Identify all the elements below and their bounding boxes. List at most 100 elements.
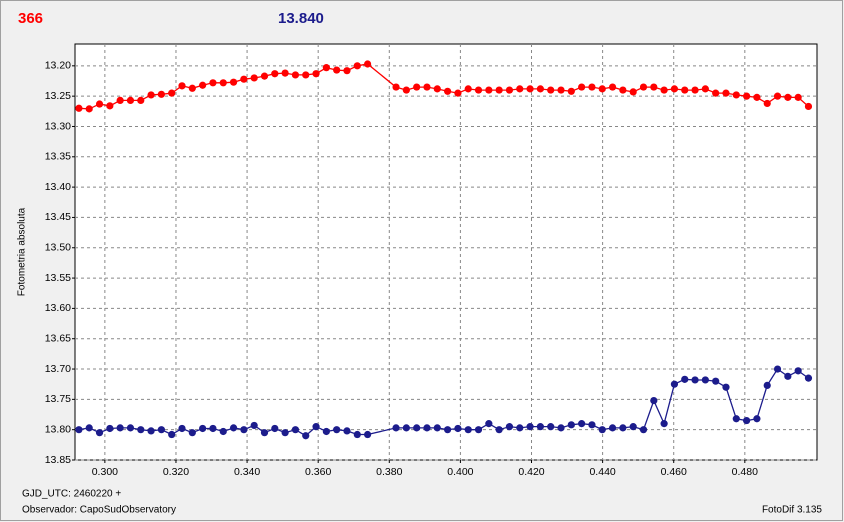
data-point: [536, 423, 544, 431]
data-point: [660, 86, 668, 94]
data-point: [567, 421, 575, 429]
data-point: [598, 426, 606, 434]
data-point: [423, 83, 431, 91]
y-tick-label: 13.75: [45, 393, 71, 405]
data-point: [464, 426, 472, 434]
data-point: [619, 424, 627, 432]
data-point: [106, 102, 114, 110]
data-point: [353, 430, 361, 439]
data-point: [547, 423, 555, 431]
data-point: [75, 426, 83, 434]
y-tick-label: 13.50: [45, 242, 71, 254]
data-point: [126, 96, 135, 104]
data-point: [804, 374, 813, 382]
data-point: [557, 424, 565, 432]
data-point: [260, 72, 269, 80]
data-point: [302, 71, 310, 79]
data-point: [291, 71, 300, 79]
data-point: [188, 84, 196, 92]
data-point: [240, 426, 248, 434]
data-point: [691, 376, 699, 384]
data-point: [701, 85, 709, 93]
data-point: [743, 416, 751, 425]
data-point: [271, 424, 279, 433]
data-point: [516, 424, 524, 432]
x-tick-label: 0.400: [447, 466, 473, 478]
data-point: [250, 421, 258, 430]
top-value: 13.840: [278, 10, 324, 27]
data-point: [763, 381, 771, 390]
x-tick-label: 0.360: [305, 466, 331, 478]
data-point: [578, 420, 586, 428]
data-point: [95, 100, 104, 108]
data-point: [784, 93, 792, 101]
data-point: [281, 429, 289, 437]
data-point: [312, 70, 320, 78]
data-point: [598, 85, 606, 93]
data-point: [691, 86, 699, 94]
data-point: [402, 86, 410, 94]
data-point: [147, 91, 155, 99]
data-point: [188, 429, 196, 437]
data-point: [495, 426, 503, 434]
data-point: [712, 377, 720, 385]
data-point: [794, 93, 802, 101]
data-point: [126, 424, 135, 432]
data-point: [95, 429, 104, 437]
data-point: [712, 89, 720, 97]
x-tick-label: 0.420: [518, 466, 544, 478]
data-point: [485, 420, 493, 428]
data-point: [753, 415, 761, 423]
data-point: [147, 427, 155, 435]
data-point: [639, 426, 648, 434]
data-point: [474, 426, 483, 434]
data-point: [291, 426, 300, 434]
data-point: [443, 426, 452, 434]
data-point: [392, 83, 400, 91]
data-point: [75, 104, 83, 112]
data-point: [753, 93, 761, 101]
footer-line: GJD_UTC: 2460220 +: [22, 489, 121, 500]
data-point: [505, 423, 514, 431]
data-point: [353, 62, 361, 70]
y-tick-label: 13.30: [45, 120, 71, 132]
data-point: [505, 86, 514, 94]
data-point: [629, 423, 637, 431]
data-point: [343, 67, 351, 75]
data-point: [302, 432, 310, 440]
data-point: [116, 96, 124, 104]
data-point: [474, 86, 483, 94]
data-point: [219, 79, 227, 87]
data-point: [804, 102, 813, 111]
data-point: [137, 96, 145, 104]
data-point: [650, 83, 658, 91]
data-point: [413, 424, 421, 432]
data-point: [209, 79, 217, 87]
data-point: [650, 396, 658, 405]
y-tick-label: 13.70: [45, 363, 71, 375]
y-tick-label: 13.55: [45, 272, 71, 284]
data-point: [681, 86, 689, 94]
data-point: [322, 64, 330, 72]
data-point: [229, 78, 238, 86]
data-point: [229, 424, 238, 432]
data-point: [312, 423, 320, 431]
x-tick-label: 0.460: [661, 466, 687, 478]
data-point: [578, 83, 586, 91]
data-point: [660, 420, 668, 428]
data-point: [333, 66, 341, 74]
data-point: [199, 424, 207, 433]
data-point: [701, 376, 709, 384]
data-point: [157, 426, 165, 434]
data-point: [608, 424, 617, 432]
data-point: [443, 87, 452, 95]
x-tick-label: 0.340: [234, 466, 260, 478]
data-point: [402, 424, 410, 432]
data-point: [464, 85, 472, 93]
data-point: [773, 365, 782, 373]
data-point: [639, 83, 648, 91]
data-point: [250, 74, 258, 82]
data-point: [433, 85, 441, 93]
data-point: [454, 89, 462, 97]
data-point: [106, 424, 114, 433]
